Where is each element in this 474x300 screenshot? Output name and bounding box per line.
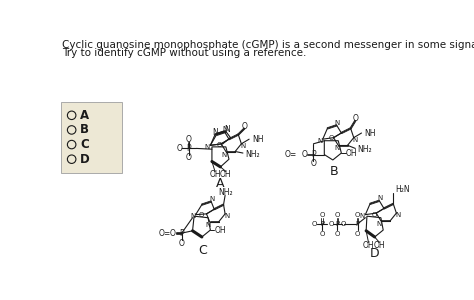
Text: D: D	[80, 153, 90, 166]
Text: A: A	[216, 177, 225, 190]
Text: O: O	[176, 144, 182, 153]
Text: D: D	[370, 248, 380, 260]
Text: O: O	[352, 114, 358, 123]
Text: N: N	[240, 143, 246, 149]
Text: O: O	[310, 159, 316, 168]
Text: O: O	[328, 135, 334, 141]
Text: OH: OH	[363, 241, 374, 250]
Text: O: O	[355, 212, 360, 218]
Text: O: O	[341, 221, 346, 227]
Text: NH₂: NH₂	[357, 146, 372, 154]
Text: N: N	[222, 126, 228, 132]
Text: P: P	[336, 221, 339, 227]
Text: N: N	[360, 213, 365, 219]
Text: O: O	[179, 238, 185, 247]
Text: O: O	[328, 221, 334, 227]
Text: N: N	[377, 196, 383, 202]
Text: O: O	[186, 153, 191, 162]
Text: OH: OH	[346, 148, 357, 158]
Text: NH₂: NH₂	[245, 150, 260, 159]
Text: O–: O–	[311, 221, 320, 227]
Text: N: N	[377, 221, 382, 227]
Text: N: N	[190, 213, 195, 219]
Text: N: N	[212, 128, 218, 137]
Text: O: O	[170, 229, 175, 238]
Text: O: O	[199, 212, 204, 218]
Text: O: O	[355, 231, 360, 237]
Text: N: N	[205, 222, 210, 228]
Text: N: N	[222, 152, 227, 158]
Text: O: O	[186, 135, 191, 144]
Text: P: P	[320, 221, 324, 227]
Text: P: P	[186, 144, 191, 153]
Text: Cyclic guanosine monophosphate (cGMP) is a second messenger in some signaling pa: Cyclic guanosine monophosphate (cGMP) is…	[63, 40, 474, 50]
Text: N: N	[224, 213, 229, 219]
Text: Try to identify cGMP without using a reference.: Try to identify cGMP without using a ref…	[63, 48, 307, 58]
Text: OH: OH	[374, 241, 385, 250]
Text: –: –	[181, 146, 184, 152]
Text: O: O	[371, 212, 376, 218]
Text: O: O	[319, 212, 325, 218]
Text: OH: OH	[214, 226, 226, 235]
Text: O: O	[319, 231, 325, 237]
Text: C: C	[198, 244, 207, 256]
Text: P: P	[311, 150, 316, 159]
Text: O=: O=	[159, 229, 171, 238]
Text: P: P	[179, 229, 184, 238]
Text: N: N	[353, 137, 358, 143]
Text: O: O	[301, 150, 307, 159]
Text: O=: O=	[284, 150, 296, 159]
Text: O: O	[335, 212, 340, 218]
Text: N: N	[335, 120, 340, 126]
Text: A: A	[80, 109, 89, 122]
Text: P: P	[356, 221, 360, 227]
Text: OH: OH	[209, 170, 221, 179]
Text: O: O	[335, 231, 340, 237]
Text: N: N	[317, 138, 322, 144]
Text: NH: NH	[252, 135, 264, 144]
Text: B: B	[330, 165, 339, 178]
Text: N: N	[205, 144, 210, 150]
Text: N: N	[395, 212, 401, 218]
Text: O: O	[242, 122, 247, 130]
Text: N: N	[210, 196, 215, 202]
Text: NH: NH	[365, 128, 376, 137]
Text: B: B	[80, 123, 89, 136]
FancyBboxPatch shape	[61, 102, 122, 173]
Text: N: N	[225, 125, 230, 134]
Text: N: N	[334, 146, 339, 152]
Text: C: C	[80, 138, 89, 151]
Text: O: O	[216, 142, 221, 148]
Text: H₂N: H₂N	[395, 185, 410, 194]
Text: NH₂: NH₂	[218, 188, 232, 197]
Text: OH: OH	[220, 170, 232, 179]
